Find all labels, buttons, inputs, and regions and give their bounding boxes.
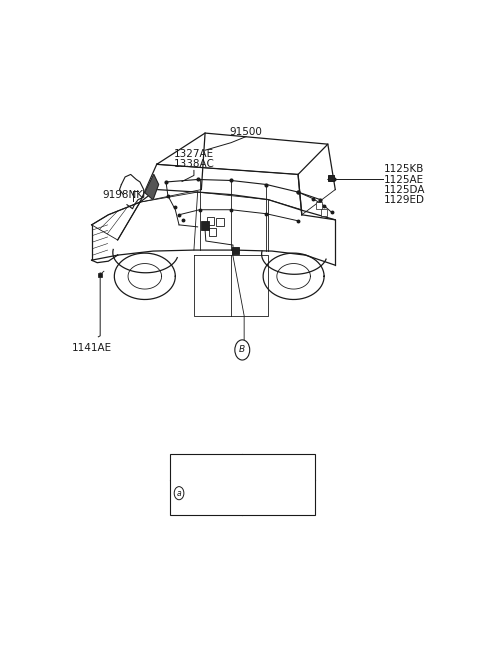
Bar (170, 455, 315, 515)
Text: 91590S: 91590S (187, 462, 224, 472)
Text: B: B (239, 345, 245, 354)
Bar (216, 218, 224, 227)
Bar (209, 229, 216, 236)
Bar (232, 246, 239, 254)
Text: 1338AC: 1338AC (173, 159, 215, 170)
Bar (201, 221, 209, 230)
Bar (207, 217, 215, 225)
Text: 1125DA: 1125DA (384, 185, 425, 195)
Text: 1125AE: 1125AE (384, 174, 424, 185)
Text: 1141AE: 1141AE (72, 343, 112, 354)
Text: a: a (177, 489, 181, 498)
Text: 1125KB: 1125KB (384, 164, 424, 174)
Polygon shape (197, 491, 210, 496)
Text: 91500: 91500 (229, 126, 263, 137)
Text: 1327AE: 1327AE (174, 149, 214, 159)
Bar (315, 202, 322, 209)
Text: 84183: 84183 (263, 462, 294, 472)
Text: 9198NK: 9198NK (102, 190, 143, 200)
Bar (321, 209, 327, 215)
Text: 1129ED: 1129ED (384, 195, 425, 204)
Bar (98, 273, 102, 277)
Polygon shape (199, 468, 208, 491)
Polygon shape (145, 174, 158, 200)
Bar (328, 175, 334, 181)
